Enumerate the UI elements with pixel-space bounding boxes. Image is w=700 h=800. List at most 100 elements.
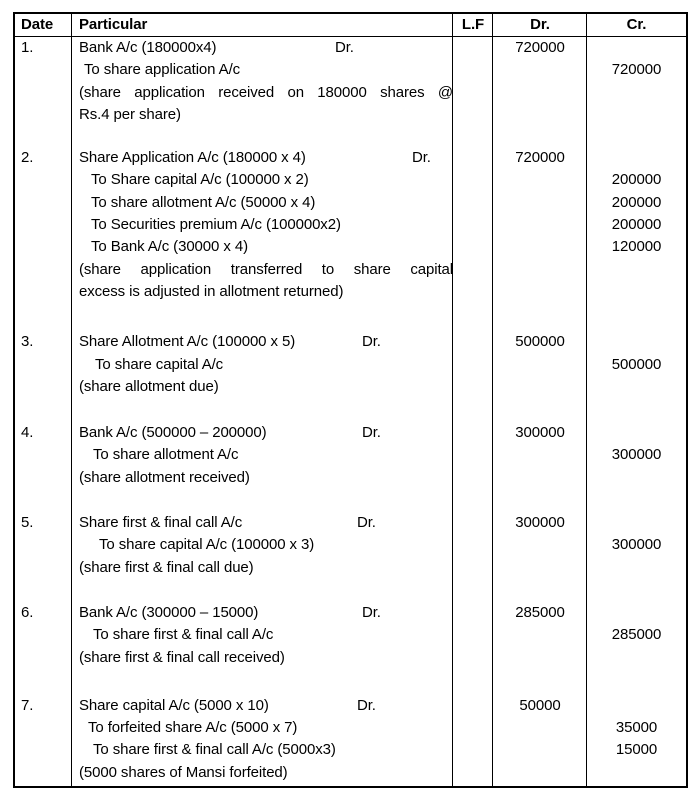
col-header-cr: Cr.: [626, 16, 647, 33]
cr-amount: 720000: [611, 61, 662, 79]
col-header-dr: Dr.: [530, 16, 550, 33]
dr-amount: 720000: [515, 39, 565, 56]
entry-lf: [453, 512, 493, 579]
cr-amount: [587, 376, 686, 398]
dr-amount: [493, 739, 587, 761]
particular-line: To share first & final call A/c (5000x3): [93, 741, 336, 759]
cr-amount: [587, 695, 686, 717]
cr-amount: [587, 37, 686, 59]
entry-dr-amounts: 500000: [493, 331, 587, 398]
cr-amount: 35000: [615, 719, 658, 737]
cr-amount: [587, 331, 686, 353]
dr-amount: [493, 444, 587, 466]
dr-amount: [493, 104, 587, 126]
particular-line: (share allotment received): [79, 468, 250, 486]
dr-amount: [493, 376, 587, 398]
table-body: 1. Bank A/c (180000x4) Dr. To share applica…: [15, 37, 686, 786]
dr-amount: [493, 82, 587, 104]
entry-cr-amounts: 500000: [587, 331, 686, 398]
particular-line: To share application A/c: [84, 61, 241, 79]
dr-amount: [493, 557, 587, 579]
dr-amount: 285000: [515, 603, 565, 621]
column-divider: [452, 14, 453, 786]
table-header-row: Date Particular L.F Dr. Cr.: [15, 14, 686, 37]
particular-line: To Share capital A/c (100000 x 2): [91, 171, 309, 189]
particular-line: Bank A/c (180000x4) Dr.: [79, 37, 453, 59]
entry-particulars: Share capital A/c (5000 x 10) Dr. To forfe…: [72, 695, 453, 784]
particular-line: Share first & final call A/c Dr.: [79, 512, 453, 534]
entry-particulars: Share Allotment A/c (100000 x 5) Dr. To sh…: [72, 331, 453, 398]
cr-amount: [587, 512, 686, 534]
particular-line: Rs.4 per share): [79, 105, 181, 123]
particular-line: Share capital A/c (5000 x 10) Dr.: [79, 695, 453, 717]
entry-cr-amounts: 200000 200000 200000 120000: [587, 147, 686, 303]
entry-dr-amounts: 50000: [493, 695, 587, 784]
dr-amount: [493, 717, 587, 739]
cr-amount: 300000: [611, 446, 662, 464]
dr-amount: 500000: [515, 333, 565, 351]
particular-line: (share allotment due): [79, 377, 219, 395]
entry-lf: [453, 37, 493, 126]
cr-amount: 15000: [615, 741, 658, 759]
particular-line: (share first & final call received): [79, 648, 285, 666]
entry-lf: [453, 695, 493, 784]
cr-amount: [587, 281, 686, 303]
entry-dr-amounts: 300000: [493, 512, 587, 579]
entry-date: 4.: [21, 424, 34, 442]
entry-dr-amounts: 720000: [493, 147, 587, 303]
particular-line: Share Allotment A/c (100000 x 5) Dr.: [79, 331, 453, 353]
entry-date: 2.: [21, 149, 34, 167]
dr-amount: 300000: [515, 514, 565, 532]
cr-amount: 200000: [611, 216, 662, 234]
dr-amount: [493, 192, 587, 214]
cr-amount: 120000: [611, 238, 662, 256]
entry-lf: [453, 147, 493, 303]
journal-entry-row: 4. Bank A/c (500000 – 200000) Dr. To share …: [15, 422, 686, 489]
dr-amount: 50000: [519, 696, 561, 714]
entry-date: 3.: [21, 333, 34, 351]
dr-marker: Dr.: [412, 149, 431, 167]
journal-entry-row: 1. Bank A/c (180000x4) Dr. To share applica…: [15, 37, 686, 126]
cr-amount: 200000: [611, 171, 662, 189]
entry-dr-amounts: 720000: [493, 37, 587, 126]
dr-amount: [493, 624, 587, 646]
entry-date: 5.: [21, 514, 34, 532]
entry-lf: [453, 602, 493, 669]
particular-line: Bank A/c (300000 – 15000) Dr.: [79, 602, 453, 624]
column-divider: [586, 14, 587, 786]
cr-amount: 500000: [611, 355, 662, 373]
cr-amount: [587, 557, 686, 579]
particular-line: Bank A/c (500000 – 200000) Dr.: [79, 422, 453, 444]
dr-amount: [493, 59, 587, 81]
dr-amount: [493, 281, 587, 303]
entry-cr-amounts: 35000 15000: [587, 695, 686, 784]
particular-line: Share Application A/c (180000 x 4) Dr.: [79, 147, 453, 169]
dr-amount: [493, 259, 587, 281]
particular-line: (share application received on 180000 sh…: [79, 83, 453, 101]
particular-line: To Bank A/c (30000 x 4): [91, 238, 248, 256]
entry-dr-amounts: 285000: [493, 602, 587, 669]
cr-amount: [587, 762, 686, 784]
dr-marker: Dr.: [357, 696, 376, 714]
particular-line: To Securities premium A/c (100000x2): [91, 216, 341, 234]
cr-amount: [587, 147, 686, 169]
particular-line: (share application transferred to share …: [79, 260, 453, 278]
dr-amount: 720000: [515, 149, 565, 167]
particular-line: To share capital A/c (100000 x 3): [99, 536, 315, 554]
particular-line: To share allotment A/c: [93, 446, 239, 464]
particular-line: excess is adjusted in allotment returned…: [79, 282, 344, 300]
col-header-particular: Particular: [79, 16, 148, 33]
dr-amount: 300000: [515, 424, 565, 442]
entry-particulars: Share Application A/c (180000 x 4) Dr. To …: [72, 147, 453, 303]
entry-particulars: Bank A/c (180000x4) Dr. To share applicati…: [72, 37, 453, 126]
particular-line: To share first & final call A/c: [93, 626, 274, 644]
entry-date: 7.: [21, 696, 34, 714]
dr-amount: [493, 354, 587, 376]
column-divider: [71, 14, 72, 786]
dr-amount: [493, 467, 587, 489]
dr-marker: Dr.: [357, 514, 376, 532]
journal-entry-row: 2. Share Application A/c (180000 x 4) Dr. T…: [15, 147, 686, 303]
cr-amount: [587, 602, 686, 624]
journal-entry-row: 3. Share Allotment A/c (100000 x 5) Dr. To …: [15, 331, 686, 398]
entry-date: 1.: [21, 39, 34, 56]
